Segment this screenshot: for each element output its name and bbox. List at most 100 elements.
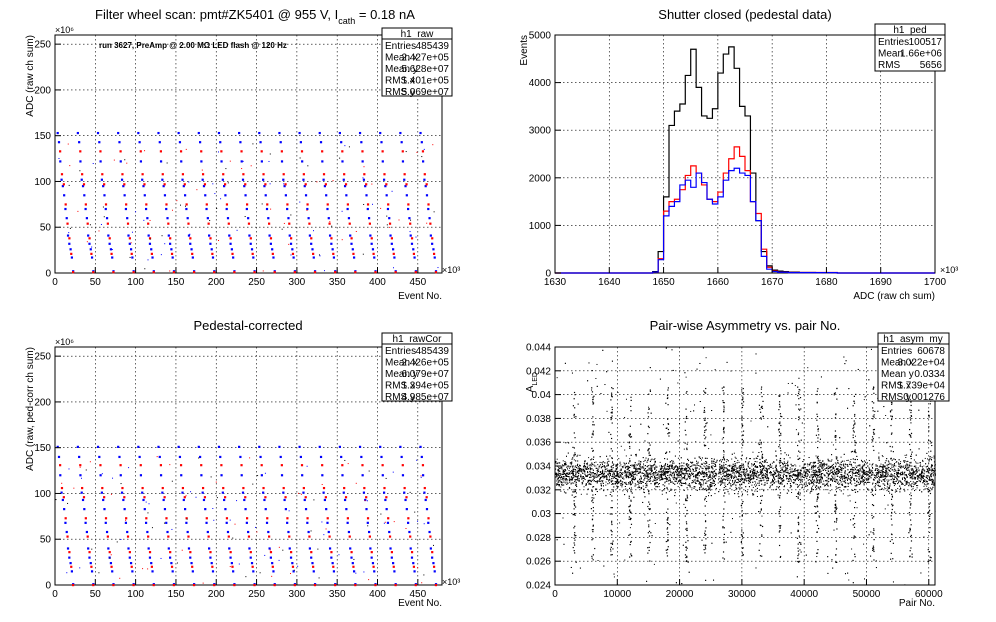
data-point-blue [347, 530, 351, 534]
data-point [671, 467, 673, 469]
data-point [778, 475, 780, 477]
data-point-red [167, 535, 170, 538]
data-point-noise [61, 482, 63, 484]
data-point [916, 487, 918, 489]
histogram-line-blue [555, 167, 935, 274]
data-point-noise [362, 177, 364, 179]
data-point-noise [195, 496, 197, 498]
data-point [803, 477, 805, 479]
data-point [650, 475, 652, 477]
data-point [654, 482, 656, 484]
data-point-red [148, 237, 152, 240]
data-point [725, 461, 727, 463]
data-point [794, 385, 796, 387]
data-point-noise [212, 508, 214, 510]
data-point [708, 487, 710, 489]
data-point-red [427, 517, 430, 520]
data-point-noise [300, 493, 302, 495]
data-point [658, 470, 660, 472]
data-point [832, 473, 834, 475]
data-point-blue [105, 217, 109, 220]
data-point [689, 475, 691, 477]
data-point [809, 462, 811, 464]
data-point [893, 482, 895, 484]
data-point-red [322, 486, 326, 490]
data-point-noise [143, 219, 145, 221]
data-point [712, 475, 714, 477]
data-point-red [432, 565, 436, 568]
data-point-blue [57, 141, 61, 144]
x-tick-label: 0 [52, 277, 58, 288]
data-point [679, 474, 681, 476]
data-point-noise [185, 495, 187, 497]
data-point [723, 471, 725, 473]
data-point [575, 479, 577, 481]
data-point-blue [366, 521, 369, 524]
data-point-blue [361, 474, 364, 477]
data-point-blue [249, 242, 252, 245]
data-point-blue [89, 248, 92, 251]
data-point [767, 468, 769, 470]
data-point [863, 543, 865, 545]
y-tick-label: 100 [34, 177, 51, 188]
data-point-red [425, 183, 428, 186]
data-point [931, 456, 933, 458]
data-point-red [387, 203, 390, 206]
data-point [631, 481, 633, 483]
data-point [856, 507, 858, 509]
data-point [668, 474, 670, 476]
data-point [922, 476, 924, 478]
data-point-noise [190, 491, 192, 493]
data-point-red [383, 486, 386, 490]
data-point-noise [355, 482, 357, 484]
data-point-blue [165, 521, 168, 524]
data-point [890, 474, 892, 476]
data-point [560, 490, 562, 492]
data-point [639, 470, 641, 472]
data-point [654, 474, 656, 476]
data-point-red [152, 584, 155, 587]
data-point [716, 461, 718, 463]
data-point-blue [104, 521, 107, 524]
data-point-blue [306, 207, 309, 211]
data-point [880, 463, 882, 465]
data-point-blue [379, 131, 382, 135]
data-point [650, 459, 652, 461]
data-point [598, 467, 600, 469]
data-point [622, 476, 624, 478]
data-point [810, 479, 812, 481]
data-point [934, 470, 936, 472]
data-point-blue [340, 455, 343, 459]
data-point [654, 522, 656, 524]
data-point-red [82, 183, 86, 186]
data-point [826, 482, 828, 484]
data-point [891, 466, 893, 468]
data-point [751, 468, 753, 470]
data-point [773, 474, 775, 476]
data-point-blue [85, 217, 88, 220]
data-point [713, 482, 715, 484]
data-point [575, 535, 577, 537]
x-tick-label: 1700 [924, 277, 947, 288]
data-point-red [84, 517, 87, 520]
data-point [929, 479, 931, 481]
data-point-red [410, 237, 414, 240]
data-point-noise [80, 477, 82, 479]
data-point [561, 473, 563, 475]
data-point-noise [306, 465, 308, 467]
data-point [884, 469, 886, 471]
data-point [652, 474, 654, 476]
data-point [779, 463, 781, 465]
data-point-red [64, 203, 67, 206]
data-point [660, 474, 662, 476]
data-point [691, 487, 693, 489]
data-point-blue [69, 562, 72, 565]
data-point [821, 465, 823, 467]
data-point-red [103, 496, 106, 499]
data-point [567, 465, 569, 467]
data-point [787, 477, 789, 479]
data-point-noise [278, 559, 280, 561]
data-point [649, 468, 651, 470]
data-point-blue [343, 185, 347, 188]
data-point-blue [137, 445, 140, 448]
